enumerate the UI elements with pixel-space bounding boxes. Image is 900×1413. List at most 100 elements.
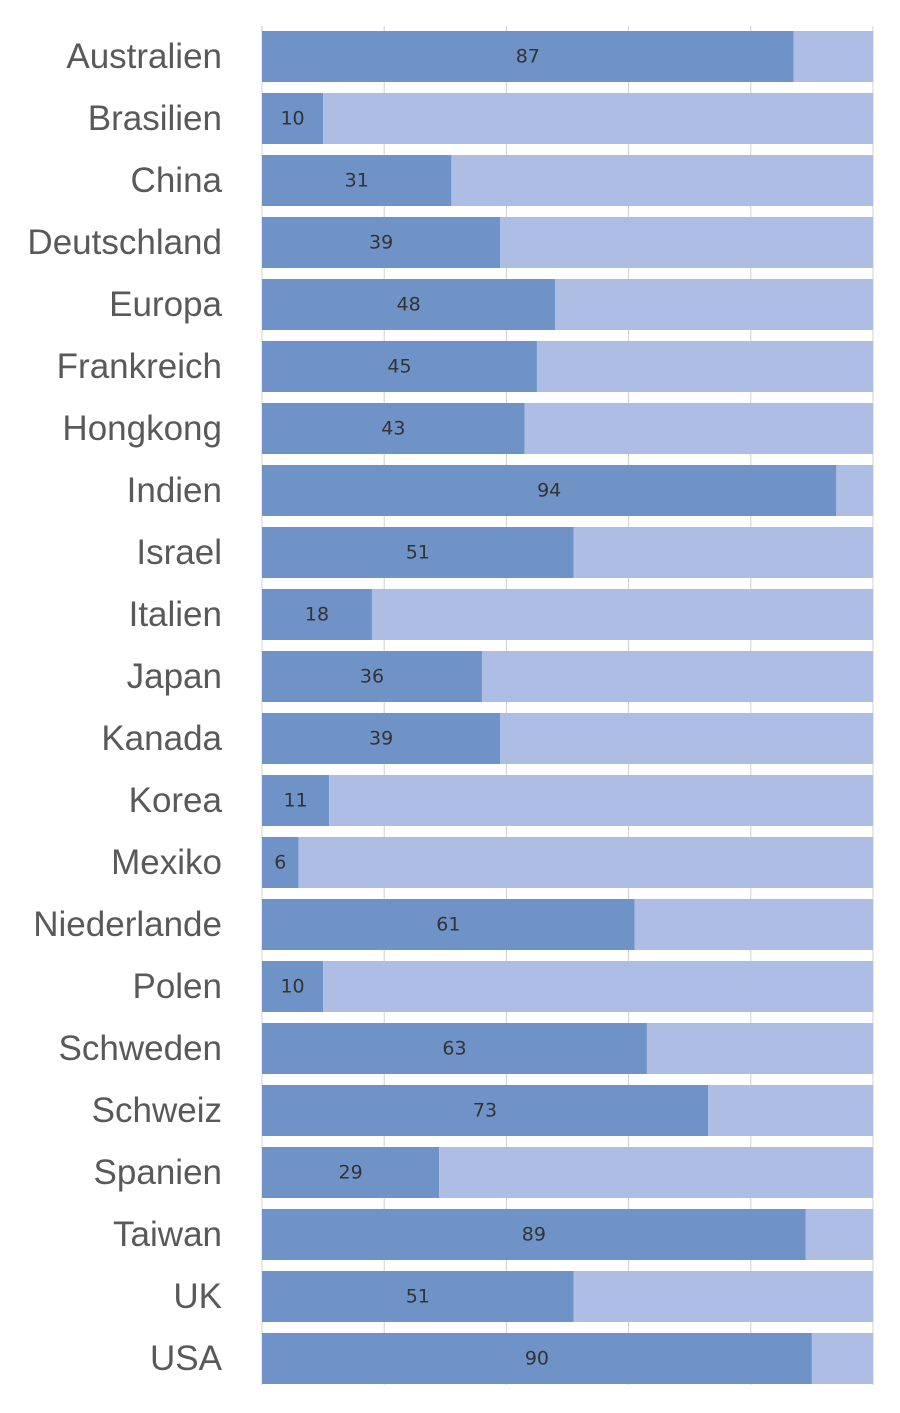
bar-row-schweiz: Schweiz 73: [92, 1085, 873, 1136]
bar-value-korea: [262, 775, 330, 826]
category-label-italien: Italien: [129, 595, 222, 634]
category-label-australien: Australien: [66, 37, 222, 76]
bar-value-mexiko: [262, 837, 299, 888]
bar-row-frankreich: Frankreich 45: [57, 341, 873, 392]
bar-remainder-hongkong: [524, 403, 873, 454]
category-label-korea: Korea: [129, 781, 223, 820]
bar-value-europa: [262, 279, 556, 330]
bar-row-polen: Polen 10: [132, 961, 874, 1012]
bar-row-israel: Israel 51: [136, 527, 873, 578]
bar-remainder-australien: [793, 31, 873, 82]
bar-row-indien: Indien 94: [127, 465, 873, 516]
bar-remainder-spanien: [439, 1147, 873, 1198]
category-label-europa: Europa: [109, 285, 222, 324]
bar-remainder-mexiko: [298, 837, 873, 888]
bar-remainder-deutschland: [500, 217, 873, 268]
data-label-china: 31: [345, 170, 369, 192]
data-label-deutschland: 39: [369, 232, 393, 254]
category-label-niederlande: Niederlande: [33, 905, 222, 944]
category-label-spanien: Spanien: [94, 1153, 222, 1192]
bar-row-china: China 31: [131, 155, 873, 206]
category-label-china: China: [131, 161, 223, 200]
bar-remainder-polen: [323, 961, 874, 1012]
data-label-schweiz: 73: [473, 1100, 497, 1122]
bar-row-korea: Korea 11: [129, 775, 874, 826]
data-label-uk: 51: [406, 1286, 430, 1308]
bar-value-china: [262, 155, 452, 206]
bar-row-usa: USA 90: [150, 1333, 873, 1384]
bar-row-japan: Japan 36: [127, 651, 873, 702]
bar-value-israel: [262, 527, 574, 578]
bar-row-italien: Italien 18: [129, 589, 873, 640]
bar-remainder-schweden: [646, 1023, 873, 1074]
bar-value-japan: [262, 651, 482, 702]
category-label-mexiko: Mexiko: [111, 843, 222, 882]
data-label-schweden: 63: [442, 1038, 466, 1060]
bar-value-hongkong: [262, 403, 525, 454]
bar-remainder-niederlande: [634, 899, 873, 950]
data-label-indien: 94: [537, 480, 561, 502]
bar-row-spanien: Spanien 29: [94, 1147, 873, 1198]
category-label-hongkong: Hongkong: [62, 409, 222, 448]
bar-remainder-europa: [555, 279, 873, 330]
bar-remainder-taiwan: [805, 1209, 873, 1260]
category-label-kanada: Kanada: [101, 719, 222, 758]
category-label-uk: UK: [173, 1277, 222, 1316]
bar-value-niederlande: [262, 899, 635, 950]
category-label-brasilien: Brasilien: [88, 99, 222, 138]
bar-remainder-schweiz: [708, 1085, 873, 1136]
bar-row-hongkong: Hongkong 43: [62, 403, 873, 454]
data-label-niederlande: 61: [436, 914, 460, 936]
bar-row-schweden: Schweden 63: [59, 1023, 873, 1074]
bar-remainder-korea: [329, 775, 874, 826]
category-label-frankreich: Frankreich: [57, 347, 222, 386]
category-label-israel: Israel: [136, 533, 222, 572]
bar-remainder-uk: [573, 1271, 873, 1322]
data-label-australien: 87: [516, 46, 540, 68]
bar-value-australien: [262, 31, 794, 82]
bar-value-kanada: [262, 713, 501, 764]
category-label-taiwan: Taiwan: [113, 1215, 222, 1254]
data-label-brasilien: 10: [280, 108, 304, 130]
category-label-usa: USA: [150, 1339, 223, 1378]
bar-value-deutschland: [262, 217, 501, 268]
data-label-polen: 10: [280, 976, 304, 998]
bar-remainder-japan: [481, 651, 873, 702]
bar-row-taiwan: Taiwan 89: [113, 1209, 873, 1260]
bar-value-indien: [262, 465, 837, 516]
category-label-japan: Japan: [127, 657, 222, 696]
data-label-hongkong: 43: [381, 418, 405, 440]
category-label-polen: Polen: [132, 967, 222, 1006]
data-label-mexiko: 6: [274, 852, 286, 874]
category-label-schweiz: Schweiz: [92, 1091, 222, 1130]
bar-remainder-frankreich: [536, 341, 873, 392]
bar-row-australien: Australien 87: [66, 31, 873, 82]
data-label-kanada: 39: [369, 728, 393, 750]
bar-row-niederlande: Niederlande 61: [33, 899, 873, 950]
bar-row-europa: Europa 48: [109, 279, 873, 330]
bar-value-italien: [262, 589, 372, 640]
bar-row-kanada: Kanada 39: [101, 713, 873, 764]
data-label-japan: 36: [360, 666, 384, 688]
data-label-taiwan: 89: [522, 1224, 546, 1246]
data-label-spanien: 29: [339, 1162, 363, 1184]
bar-value-schweiz: [262, 1085, 709, 1136]
bar-value-frankreich: [262, 341, 537, 392]
bar-value-uk: [262, 1271, 574, 1322]
data-label-korea: 11: [284, 790, 308, 812]
category-label-indien: Indien: [127, 471, 222, 510]
data-label-usa: 90: [525, 1348, 549, 1370]
bar-remainder-china: [451, 155, 873, 206]
bar-value-schweden: [262, 1023, 647, 1074]
data-label-israel: 51: [406, 542, 430, 564]
bar-row-uk: UK 51: [173, 1271, 873, 1322]
bar-row-deutschland: Deutschland 39: [27, 217, 873, 268]
bar-remainder-italien: [371, 589, 873, 640]
bar-row-brasilien: Brasilien 10: [88, 93, 874, 144]
bar-remainder-israel: [573, 527, 873, 578]
bar-remainder-indien: [836, 465, 873, 516]
category-label-deutschland: Deutschland: [27, 223, 222, 262]
bar-value-brasilien: [262, 93, 324, 144]
